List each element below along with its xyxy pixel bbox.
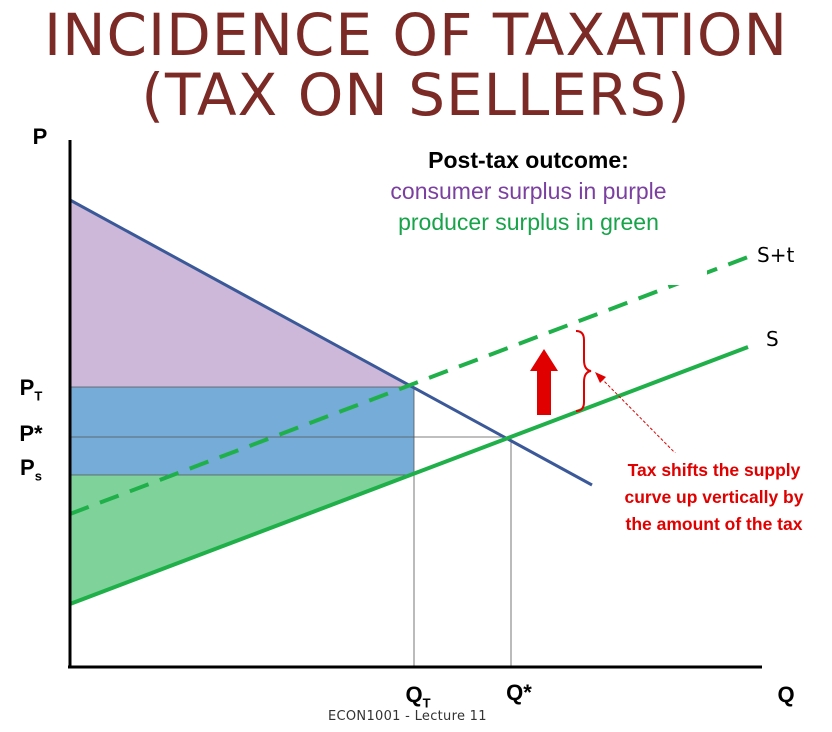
price-label-sellers: Ps bbox=[4, 450, 58, 486]
pointer-arrowhead bbox=[595, 372, 606, 383]
tax-shift-arrow bbox=[530, 349, 558, 415]
y-axis-label: P bbox=[20, 120, 60, 154]
quantity-label-equilibrium: Q* bbox=[490, 674, 548, 712]
price-label-tax: PT bbox=[4, 370, 58, 406]
callout-heading: Post-tax outcome: bbox=[428, 147, 629, 173]
quantity-label-tax: QT bbox=[390, 676, 446, 714]
post-tax-callout: Post-tax outcome: consumer surplus in pu… bbox=[350, 135, 707, 285]
supply-curve bbox=[69, 345, 749, 606]
footer: ECON1001 - Lecture 11 bbox=[328, 709, 487, 724]
tax-revenue-area bbox=[70, 387, 414, 475]
tax-note-line-2: curve up vertically by bbox=[624, 487, 804, 507]
tax-brace bbox=[575, 330, 592, 412]
supply-plus-tax-curve bbox=[69, 255, 749, 516]
tax-shift-note: Tax shifts the supply curve up verticall… bbox=[596, 453, 832, 585]
tax-note-pointer bbox=[599, 376, 685, 463]
supply-label: S bbox=[766, 327, 779, 351]
tax-note-line-3: the amount of the tax bbox=[625, 514, 803, 534]
callout-consumer-line: consumer surplus in purple bbox=[390, 178, 667, 204]
title-line-2: (TAX ON SELLERS) bbox=[141, 61, 691, 129]
x-axis-label: Q bbox=[765, 678, 807, 712]
price-label-equilibrium: P* bbox=[4, 418, 58, 450]
callout-producer-line: producer surplus in green bbox=[398, 209, 659, 235]
supply-plus-tax-label: S+t bbox=[757, 243, 795, 267]
tax-note-line-1: Tax shifts the supply bbox=[627, 460, 801, 480]
title-line-1: INCIDENCE OF TAXATION bbox=[44, 1, 788, 69]
